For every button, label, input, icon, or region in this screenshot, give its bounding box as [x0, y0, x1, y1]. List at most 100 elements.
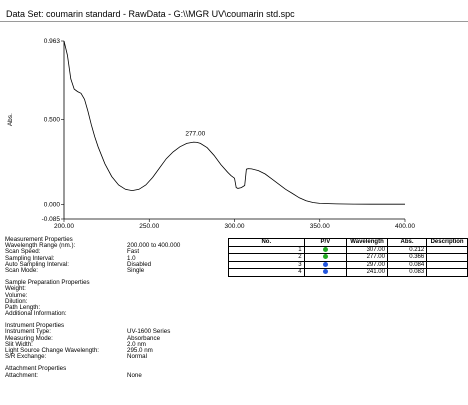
property-label: Additional Information: — [5, 310, 67, 318]
x-tick-label: 300.00 — [225, 223, 245, 230]
property-label: Wavelength Range (nm.): — [5, 242, 76, 250]
peak-description — [426, 253, 468, 262]
col-no: No. — [228, 238, 305, 247]
title-divider — [0, 21, 468, 22]
peak-wavelength: 241.00 — [346, 268, 388, 277]
peak-abs: 0.212 — [386, 245, 428, 255]
chart-ticks: 200.00 250.00 300.00 350.00 400.00 0.963 0.500… — [42, 38, 416, 230]
spectrum-chart: 200.00 250.00 300.00 350.00 400.00 0.963 0.500… — [7, 38, 416, 230]
peak-no: 1 — [228, 245, 305, 255]
property-value: 2.0 nm — [127, 340, 146, 348]
instrument-heading: Instrument Properties — [5, 322, 65, 330]
property-value: Disabled — [127, 260, 152, 268]
measurement-row: Scan Speed: Fast — [5, 249, 180, 255]
chart-labels: nm.Abs.277.00 — [7, 113, 206, 137]
property-value: Absorbance — [127, 334, 161, 342]
y-tick-label: 0.500 — [44, 117, 61, 124]
sample-properties: Sample Preparation Properties Weight: Vol… — [5, 279, 180, 318]
measurement-row: Auto Sampling Interval: Disabled — [5, 260, 180, 268]
property-label: Instrument Type: — [5, 328, 51, 336]
attachment-row: Attachment: None — [5, 371, 180, 379]
peak-wavelength: 297.00 — [346, 260, 388, 270]
valley-marker-icon — [322, 261, 328, 267]
peak-row: 4 241.00 0.083 — [228, 268, 468, 277]
col-description: Description — [426, 238, 468, 247]
col-abs: Abs. — [386, 238, 428, 247]
peak-abs: 0.366 — [386, 253, 428, 262]
y-tick-label: 0.000 — [44, 202, 61, 209]
property-label: Sampling Interval: — [5, 254, 55, 262]
sample-row: Dilution: — [5, 298, 180, 305]
peak-no: 2 — [228, 253, 305, 262]
col-pv: P/V — [303, 238, 348, 247]
instrument-row: Instrument Type: UV-1600 Series — [5, 329, 180, 335]
property-label: Slit Width: — [5, 340, 33, 348]
measurement-properties: Measurement Properties Wavelength Range … — [5, 236, 181, 274]
property-value: Normal — [127, 353, 147, 361]
property-value: Single — [127, 266, 145, 274]
property-value: None — [127, 371, 142, 379]
measurement-row: Wavelength Range (nm.): 200.000 to 400.00… — [5, 242, 181, 250]
instrument-row: Light Source Change Wavelength: 295.0 nm — [5, 347, 180, 354]
peak-table: No. P/V Wavelength Abs. Description 1 307… — [228, 238, 468, 277]
property-label: Volume: — [5, 291, 28, 299]
x-tick-label: 200.00 — [54, 223, 74, 230]
property-label: Path Length: — [5, 303, 41, 311]
col-wavelength: Wavelength — [346, 238, 388, 247]
sample-row: Additional Information: — [5, 310, 180, 318]
measurement-heading: Measurement Properties — [5, 236, 73, 243]
x-tick-label: 250.00 — [139, 223, 159, 230]
peak-pv — [303, 268, 348, 277]
properties-panel: Measurement Properties Wavelength Range … — [5, 236, 181, 385]
attachment-properties: Attachment Properties Attachment: None — [5, 365, 180, 379]
property-value: Fast — [127, 248, 140, 256]
instrument-row: Measuring Mode: Absorbance — [5, 334, 180, 342]
property-value: 1.0 — [127, 254, 136, 262]
peak-abs: 0.084 — [386, 260, 428, 270]
property-label: Measuring Mode: — [5, 334, 53, 342]
chart-axes — [63, 41, 405, 220]
peak-marker-icon — [322, 246, 328, 252]
sample-row: Volume: — [5, 291, 180, 299]
peak-description — [426, 268, 468, 277]
peak-label: 277.00 — [185, 130, 205, 137]
property-label: Attachment: — [5, 371, 39, 379]
x-tick-label: 350.00 — [310, 223, 330, 230]
property-value: 200.000 to 400.000 — [127, 242, 181, 250]
peak-description — [426, 260, 468, 270]
peak-wavelength: 307.00 — [346, 245, 388, 255]
peak-description — [426, 245, 468, 255]
y-tick-label: -0.085 — [42, 216, 61, 223]
spectrum-line — [63, 40, 405, 205]
peak-row: 1 307.00 0.212 — [228, 245, 468, 255]
property-label: Light Source Change Wavelength: — [5, 347, 100, 354]
peak-wavelength: 277.00 — [346, 253, 388, 262]
measurement-row: Scan Mode: Single — [5, 266, 180, 274]
valley-marker-icon — [322, 269, 328, 275]
instrument-properties: Instrument Properties Instrument Type: UV… — [5, 323, 180, 360]
y-tick-label: 0.963 — [44, 38, 61, 45]
property-label: Weight: — [5, 285, 26, 293]
property-label: Scan Mode: — [5, 266, 39, 274]
peak-row: 3 297.00 0.084 — [228, 260, 468, 270]
property-label: Auto Sampling Interval: — [5, 260, 69, 268]
property-label: S/R Exchange: — [5, 353, 47, 361]
instrument-row: Slit Width: 2.0 nm — [5, 340, 180, 348]
peak-pv — [303, 260, 348, 270]
instrument-row: S/R Exchange: Normal — [5, 353, 180, 361]
property-value: 295.0 nm — [127, 347, 153, 354]
peak-pv — [303, 253, 348, 262]
property-label: Scan Speed: — [5, 248, 41, 256]
peak-row: 2 277.00 0.366 — [228, 253, 468, 262]
sample-row: Path Length: — [5, 303, 180, 311]
measurement-row: Sampling Interval: 1.0 — [5, 254, 180, 262]
sample-row: Weight: — [5, 286, 180, 292]
peak-abs: 0.083 — [386, 268, 428, 277]
y-axis-label: Abs. — [7, 113, 14, 126]
peak-pv — [303, 245, 348, 255]
x-tick-label: 400.00 — [395, 223, 415, 230]
property-value: UV-1600 Series — [127, 328, 171, 336]
attachment-heading: Attachment Properties — [5, 365, 67, 373]
peak-no: 3 — [228, 260, 305, 270]
dataset-title: Data Set: coumarin standard - RawData - … — [6, 9, 295, 19]
